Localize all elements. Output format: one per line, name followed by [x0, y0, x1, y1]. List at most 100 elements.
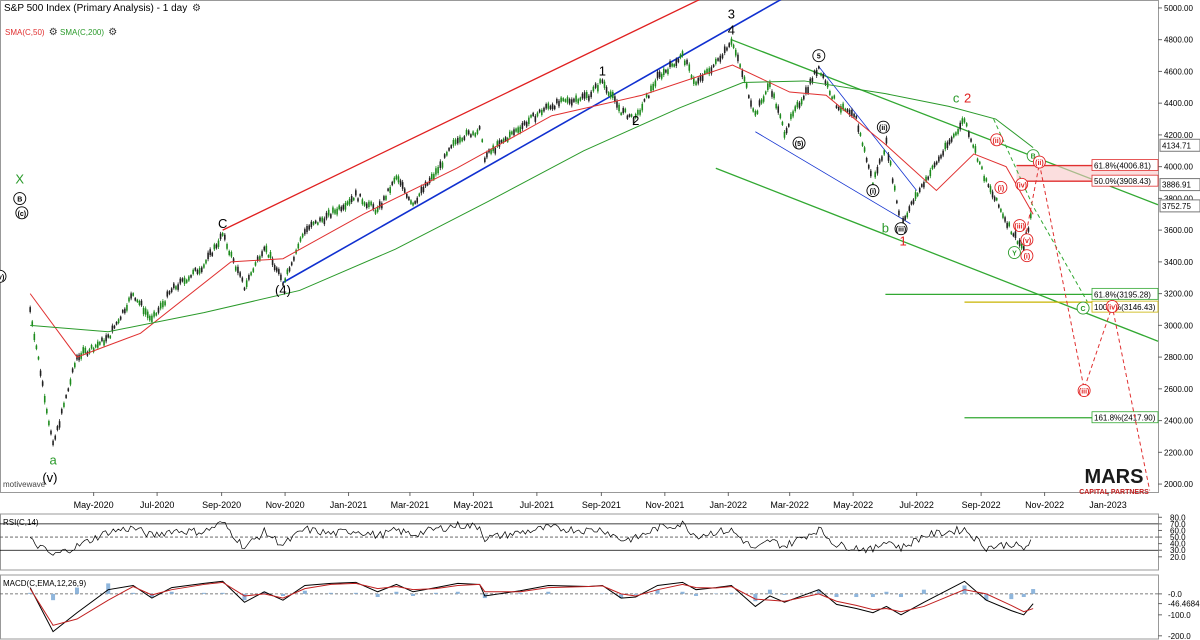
macd-histogram-bar [619, 593, 624, 599]
price-candle-body [536, 112, 539, 117]
price-candle-body [805, 87, 807, 94]
price-candle-body [153, 311, 155, 317]
price-candle-body [101, 337, 103, 342]
price-candle-body [237, 266, 239, 274]
wave-label-circle [1032, 155, 1046, 169]
macd-histogram-bar [834, 593, 839, 598]
price-candle-body [523, 121, 526, 125]
price-candle-body [983, 176, 985, 182]
price-candle-body [459, 136, 461, 143]
price-candle-body [771, 91, 773, 97]
price-candle-body [675, 59, 678, 66]
price-candle-body [612, 91, 614, 98]
wave-label-circle [1020, 249, 1034, 263]
wave-label: (ii) [1035, 160, 1044, 167]
price-candle-body [183, 277, 186, 284]
price-marker-box [1159, 178, 1200, 192]
price-candle-body [719, 55, 722, 62]
price-candle-body [634, 114, 637, 118]
macd-histogram-bar [518, 592, 523, 594]
price-candle-body [1022, 246, 1025, 253]
x-tick-label: Sep-2022 [962, 500, 1001, 510]
wave-label-circle [866, 184, 880, 198]
price-candle-body [883, 150, 885, 155]
macd-histogram-bar [262, 591, 267, 594]
price-candle-body [889, 161, 892, 166]
price-candle-body [927, 176, 929, 180]
price-candle-body [284, 278, 286, 282]
price-candle-body [188, 276, 190, 281]
wave-label-circle [1077, 384, 1091, 398]
price-candle-body [418, 193, 421, 197]
price-candle-body [175, 286, 177, 290]
price-candle-body [476, 129, 479, 134]
price-candle-body [509, 131, 511, 138]
gear-icon[interactable]: ⚙ [108, 27, 118, 38]
wave-label: (iii) [896, 227, 907, 234]
price-candle-body [446, 151, 448, 156]
price-y-tick-label: 3400.00 [1164, 258, 1193, 267]
rsi-y-tick-label: 40.0 [1170, 540, 1186, 549]
price-candle-body [848, 109, 851, 116]
price-candle-body [870, 170, 872, 177]
price-candle-body [588, 95, 590, 101]
wave-label-circle [13, 192, 27, 206]
price-candle-body [263, 246, 266, 251]
gear-icon[interactable]: ⚙ [48, 27, 58, 38]
price-candle-body [273, 264, 276, 270]
price-candle-body [414, 201, 416, 204]
price-candle-body [280, 274, 282, 281]
price-candle-body [426, 182, 429, 186]
wave-label-circle [812, 49, 826, 63]
price-candle-body [683, 60, 686, 66]
sma50-line [29, 64, 1034, 358]
macd-histogram-bar [74, 587, 79, 594]
price-candle-body [669, 61, 671, 67]
price-candle-body [820, 73, 822, 76]
price-y-tick-label: 2400.00 [1164, 417, 1193, 426]
price-candle-body [743, 76, 746, 82]
price-candle-body [511, 131, 513, 135]
price-candle-body [762, 96, 765, 102]
macd-histogram-bar [106, 583, 111, 594]
price-candle-body [271, 258, 274, 265]
price-candle-body [583, 92, 586, 99]
price-candle-body [111, 325, 114, 332]
sma-legend: SMA(C,50) ⚙ SMA(C,200) ⚙ [5, 27, 117, 38]
price-candle-body [989, 186, 992, 193]
price-candle-body [692, 77, 695, 84]
price-candle-body [885, 137, 888, 144]
price-candle-body [940, 154, 942, 159]
wave-label-circle [1013, 219, 1027, 232]
price-candle-body [365, 203, 368, 208]
x-tick-label: Jul-2020 [140, 500, 175, 510]
macd-histogram-bar [633, 593, 638, 595]
price-candle-body [881, 156, 883, 161]
price-candle-body [829, 90, 831, 95]
price-candle-body [74, 363, 76, 368]
price-candle-body [224, 234, 226, 240]
price-candle-body [673, 64, 675, 67]
price-candle-body [323, 218, 326, 225]
macd-title: MACD(C,EMA,12,26,9) [3, 579, 86, 588]
price-candle-body [124, 308, 126, 314]
macd-histogram-bar [131, 592, 136, 594]
price-candle-body [344, 203, 347, 210]
price-candle-body [767, 83, 769, 90]
price-candle-body [728, 43, 730, 47]
price-candle-body [470, 134, 472, 138]
price-candle-body [401, 182, 404, 189]
price-candle-body [155, 312, 158, 316]
price-candle-body [857, 125, 860, 132]
rsi-y-tick-label: 30.0 [1170, 546, 1186, 555]
price-candle-body [332, 207, 334, 213]
price-candle-body [543, 107, 545, 112]
price-candle-body [441, 162, 444, 168]
price-candle-body [699, 74, 702, 81]
price-candle-body [556, 98, 558, 104]
price-candle-body [138, 300, 141, 305]
gear-icon[interactable]: ⚙ [192, 3, 201, 14]
price-candle-body [622, 107, 625, 114]
price-candle-body [620, 112, 622, 116]
price-candles [29, 36, 1032, 447]
